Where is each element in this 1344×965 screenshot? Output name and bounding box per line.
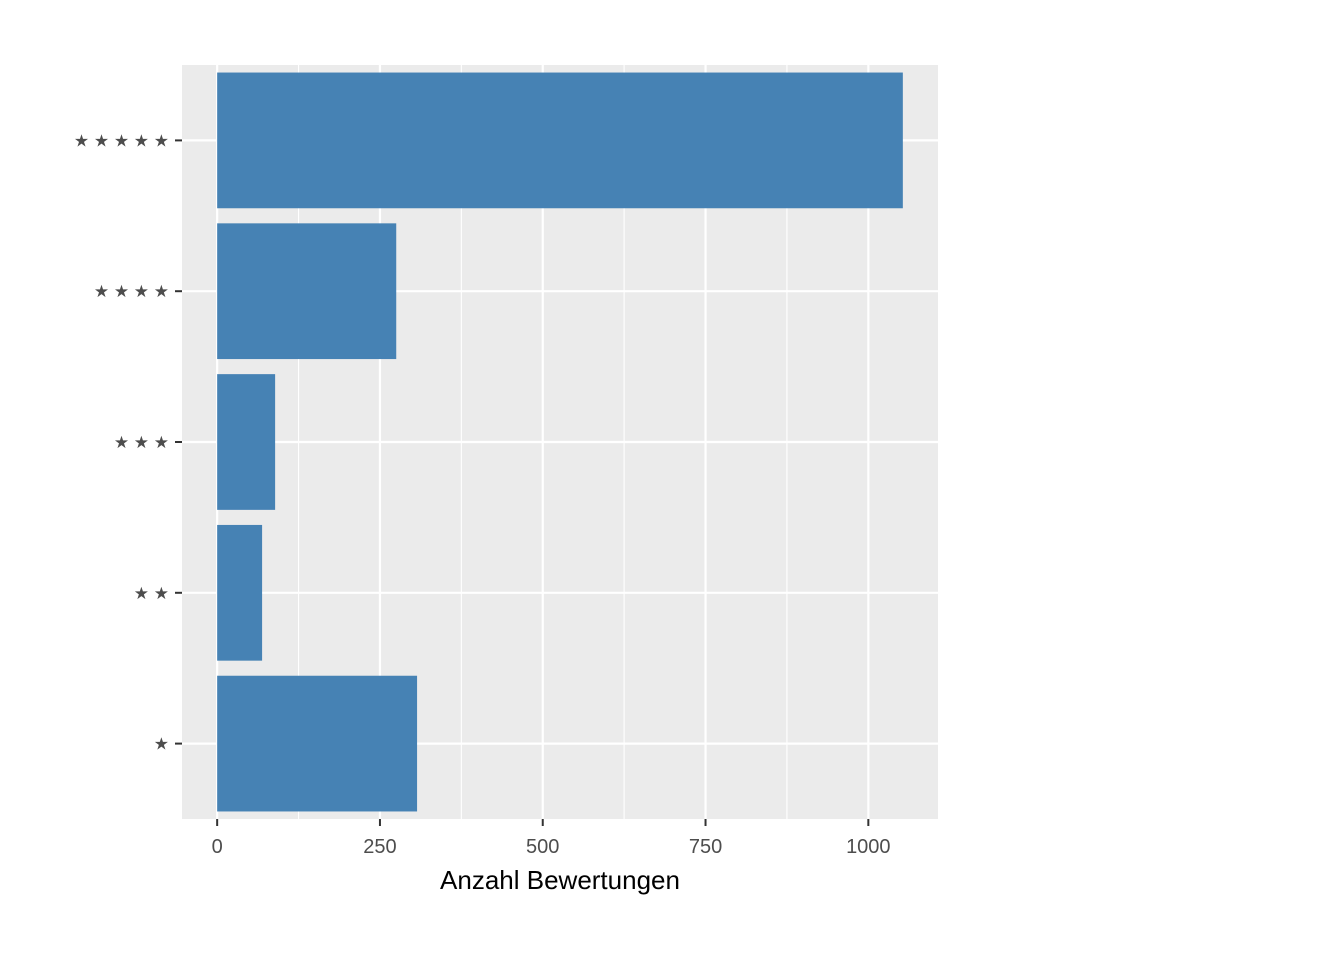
bar: [217, 675, 418, 812]
bars: [217, 72, 903, 812]
y-tick-label: ★ ★: [134, 584, 169, 603]
x-tick-label: 750: [689, 836, 722, 858]
x-axis-title: Anzahl Bewertungen: [440, 865, 680, 895]
y-tick-label: ★ ★ ★: [114, 433, 169, 452]
bar: [217, 72, 903, 209]
bar: [217, 374, 276, 510]
x-axis: 0 250 500 750 1000: [212, 819, 891, 858]
y-tick-label: ★: [154, 735, 169, 754]
y-tick-label: ★ ★ ★ ★ ★: [74, 131, 169, 150]
x-tick-label: 500: [526, 836, 559, 858]
x-tick-label: 1000: [846, 836, 891, 858]
y-axis: ★ ★ ★ ★ ★ ★ ★ ★ ★ ★ ★ ★ ★ ★ ★: [74, 131, 182, 754]
bar: [217, 223, 397, 360]
x-tick-label: 250: [363, 836, 396, 858]
bar: [217, 524, 263, 661]
x-tick-label: 0: [212, 836, 223, 858]
y-tick-label: ★ ★ ★ ★: [94, 282, 169, 301]
